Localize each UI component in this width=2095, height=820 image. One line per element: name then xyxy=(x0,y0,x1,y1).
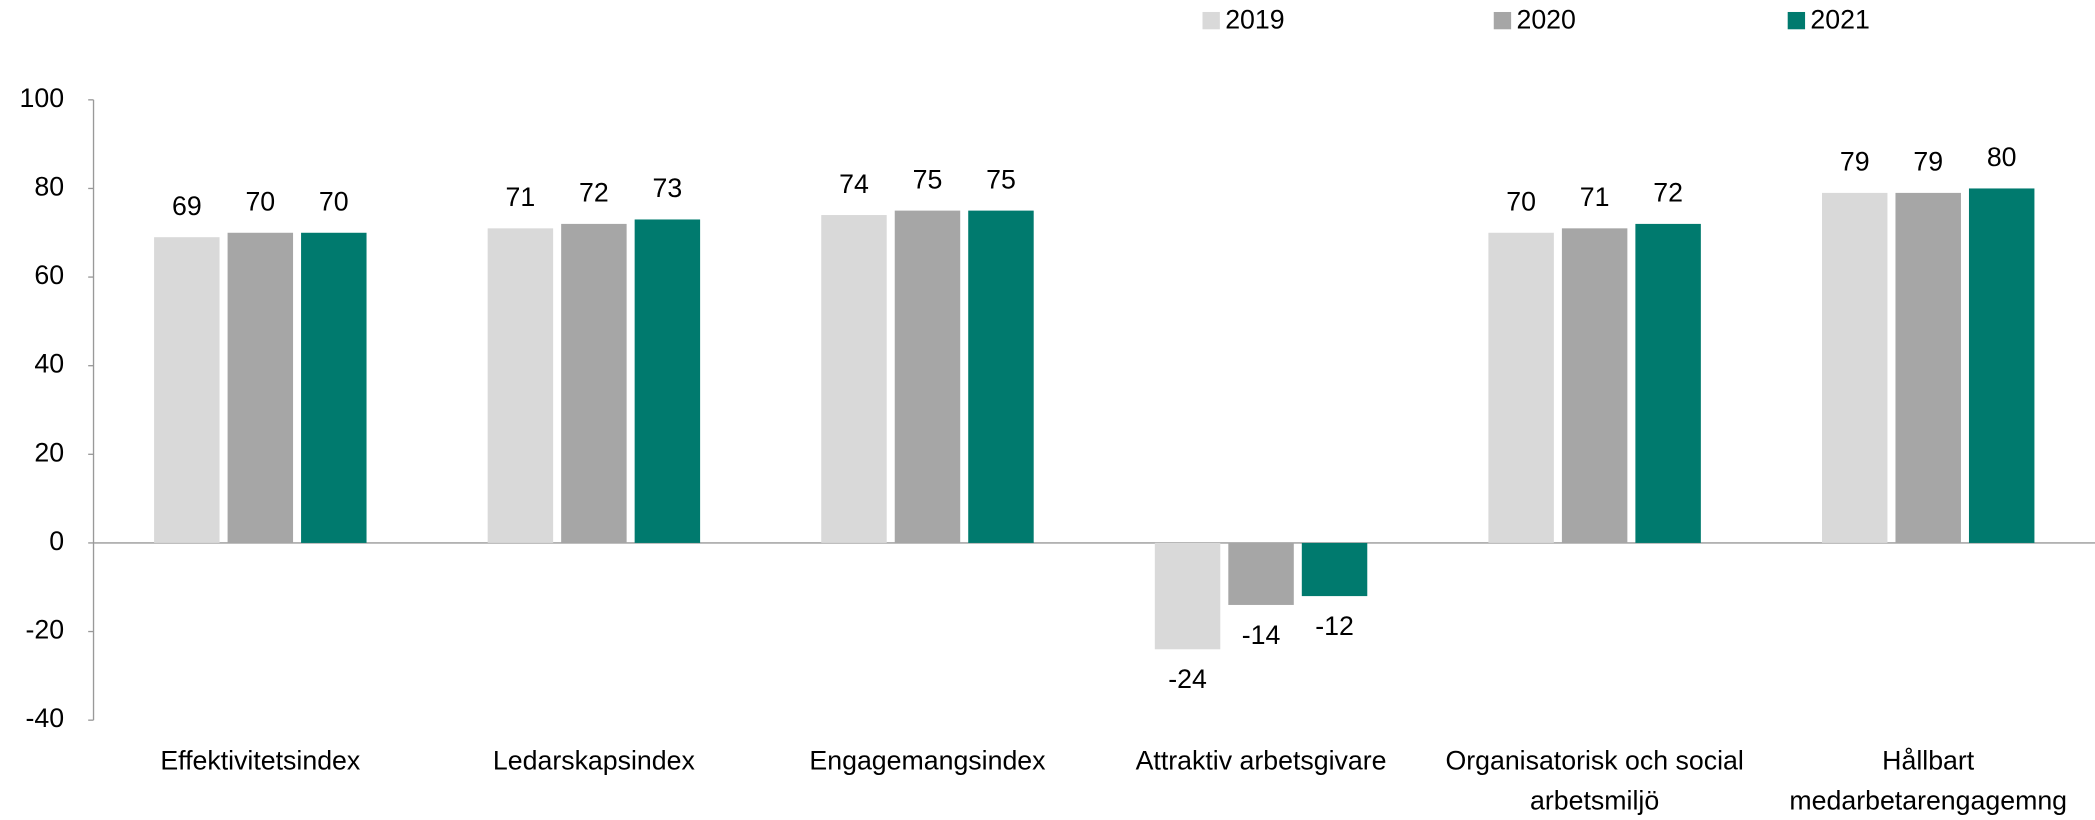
bar xyxy=(1821,192,1888,543)
y-tick-label: 40 xyxy=(34,349,64,379)
y-tick-label: 60 xyxy=(34,260,64,290)
value-label: 80 xyxy=(1987,142,2017,172)
value-label: 71 xyxy=(506,182,536,212)
y-tick-label: 0 xyxy=(49,526,64,556)
bar xyxy=(1968,188,2035,543)
value-label: 74 xyxy=(839,169,869,199)
y-tick-label: 20 xyxy=(34,437,64,467)
y-tick-label: -40 xyxy=(26,703,65,733)
bar xyxy=(894,210,961,543)
bar xyxy=(821,215,887,543)
x-tick-label: Effektivitetsindex xyxy=(160,746,361,776)
value-label: 75 xyxy=(913,164,943,194)
bar xyxy=(968,210,1034,543)
value-label: 75 xyxy=(986,164,1016,194)
bar xyxy=(1635,223,1701,543)
value-label: 79 xyxy=(1840,147,1870,177)
y-tick-label: 100 xyxy=(20,83,65,113)
x-tick-label: Engagemangsindex xyxy=(809,746,1046,776)
y-tick-label: -20 xyxy=(26,615,65,645)
x-tick-label: Ledarskapsindex xyxy=(493,746,696,776)
bar xyxy=(1154,542,1221,650)
bar xyxy=(227,232,294,543)
legend-swatch xyxy=(1493,11,1512,30)
legend-label: 2019 xyxy=(1225,4,1284,34)
value-label: 70 xyxy=(319,187,349,217)
bar xyxy=(1301,542,1368,597)
bar xyxy=(634,219,701,543)
legend-swatch xyxy=(1787,11,1806,30)
y-tick-label: 80 xyxy=(34,172,64,202)
x-tick-label: Attraktiv arbetsgivare xyxy=(1136,746,1387,776)
value-label: 70 xyxy=(245,187,275,217)
value-label: 69 xyxy=(172,191,202,221)
value-label: 79 xyxy=(1913,147,1943,177)
bar xyxy=(154,237,220,543)
x-tick-label: Hållbart medarbetarengagemng xyxy=(1789,746,2067,816)
bar xyxy=(301,232,367,543)
bar xyxy=(1895,192,1961,543)
value-label: 73 xyxy=(653,173,683,203)
bar xyxy=(1488,232,1554,543)
value-label: -14 xyxy=(1242,620,1281,650)
legend-label: 2020 xyxy=(1516,4,1575,34)
x-tick-label: Organisatorisk och social arbetsmiljö xyxy=(1445,746,1743,816)
legend-label: 2021 xyxy=(1810,4,1869,34)
bar xyxy=(561,223,627,543)
bar xyxy=(487,228,554,543)
bar xyxy=(1561,228,1628,543)
legend-swatch xyxy=(1202,11,1220,30)
value-label: 70 xyxy=(1506,187,1536,217)
value-label: -24 xyxy=(1168,664,1207,694)
value-label: 72 xyxy=(1653,178,1683,208)
bar xyxy=(1228,542,1294,605)
value-label: -12 xyxy=(1315,611,1354,641)
value-label: 71 xyxy=(1580,182,1610,212)
value-label: 72 xyxy=(579,178,609,208)
